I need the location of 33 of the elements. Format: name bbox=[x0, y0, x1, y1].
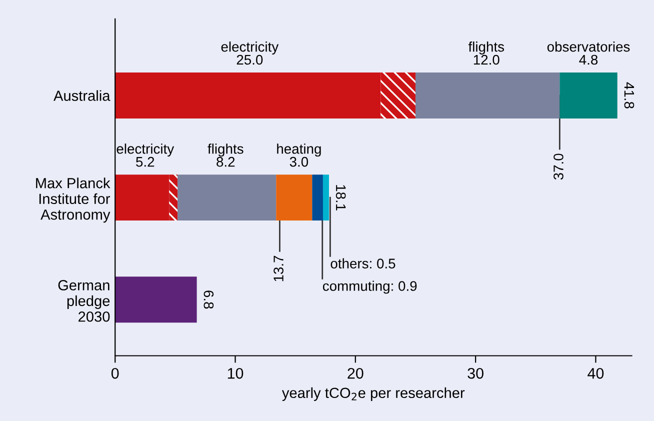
bar bbox=[178, 174, 276, 221]
bar bbox=[415, 72, 560, 118]
annotation: electricity 25.0 bbox=[221, 42, 279, 65]
annotation: commuting: 0.9 bbox=[322, 280, 417, 294]
annotation: observatories 4.8 bbox=[547, 42, 630, 65]
bar bbox=[560, 72, 618, 118]
bar bbox=[322, 174, 329, 221]
x-tick-label: 20 bbox=[348, 368, 364, 379]
annotation: electricity 5.2 bbox=[116, 144, 174, 167]
total-label: 6.8 bbox=[204, 290, 214, 309]
annotation: flights 8.2 bbox=[208, 144, 244, 167]
bar bbox=[115, 72, 381, 118]
y-tick-label: Australia bbox=[54, 90, 110, 101]
bar bbox=[312, 174, 323, 221]
total-label: 18.1 bbox=[336, 185, 346, 210]
x-axis-title: yearly tCO$_{2}$e per researcher bbox=[282, 387, 465, 401]
annotation: heating 3.0 bbox=[277, 144, 321, 167]
y-tick-label: German pledge 2030 bbox=[58, 280, 110, 322]
x-tick-label: 40 bbox=[588, 368, 604, 379]
annotation: others: 0.5 bbox=[330, 258, 396, 268]
annotation: 13.7 bbox=[274, 256, 284, 282]
bar bbox=[115, 276, 197, 323]
total-label: 41.8 bbox=[624, 82, 634, 108]
y-tick-label: Max Planck Institute for Astronomy bbox=[36, 178, 110, 223]
x-tick-label: 10 bbox=[228, 368, 244, 379]
annotation: flights 12.0 bbox=[468, 42, 504, 65]
bar bbox=[276, 174, 312, 221]
annotation: 37.0 bbox=[554, 154, 564, 180]
bar bbox=[169, 174, 178, 221]
bar bbox=[115, 174, 170, 221]
x-tick-label: 30 bbox=[468, 368, 484, 379]
bar bbox=[380, 72, 416, 118]
x-tick-label: 0 bbox=[111, 368, 119, 379]
